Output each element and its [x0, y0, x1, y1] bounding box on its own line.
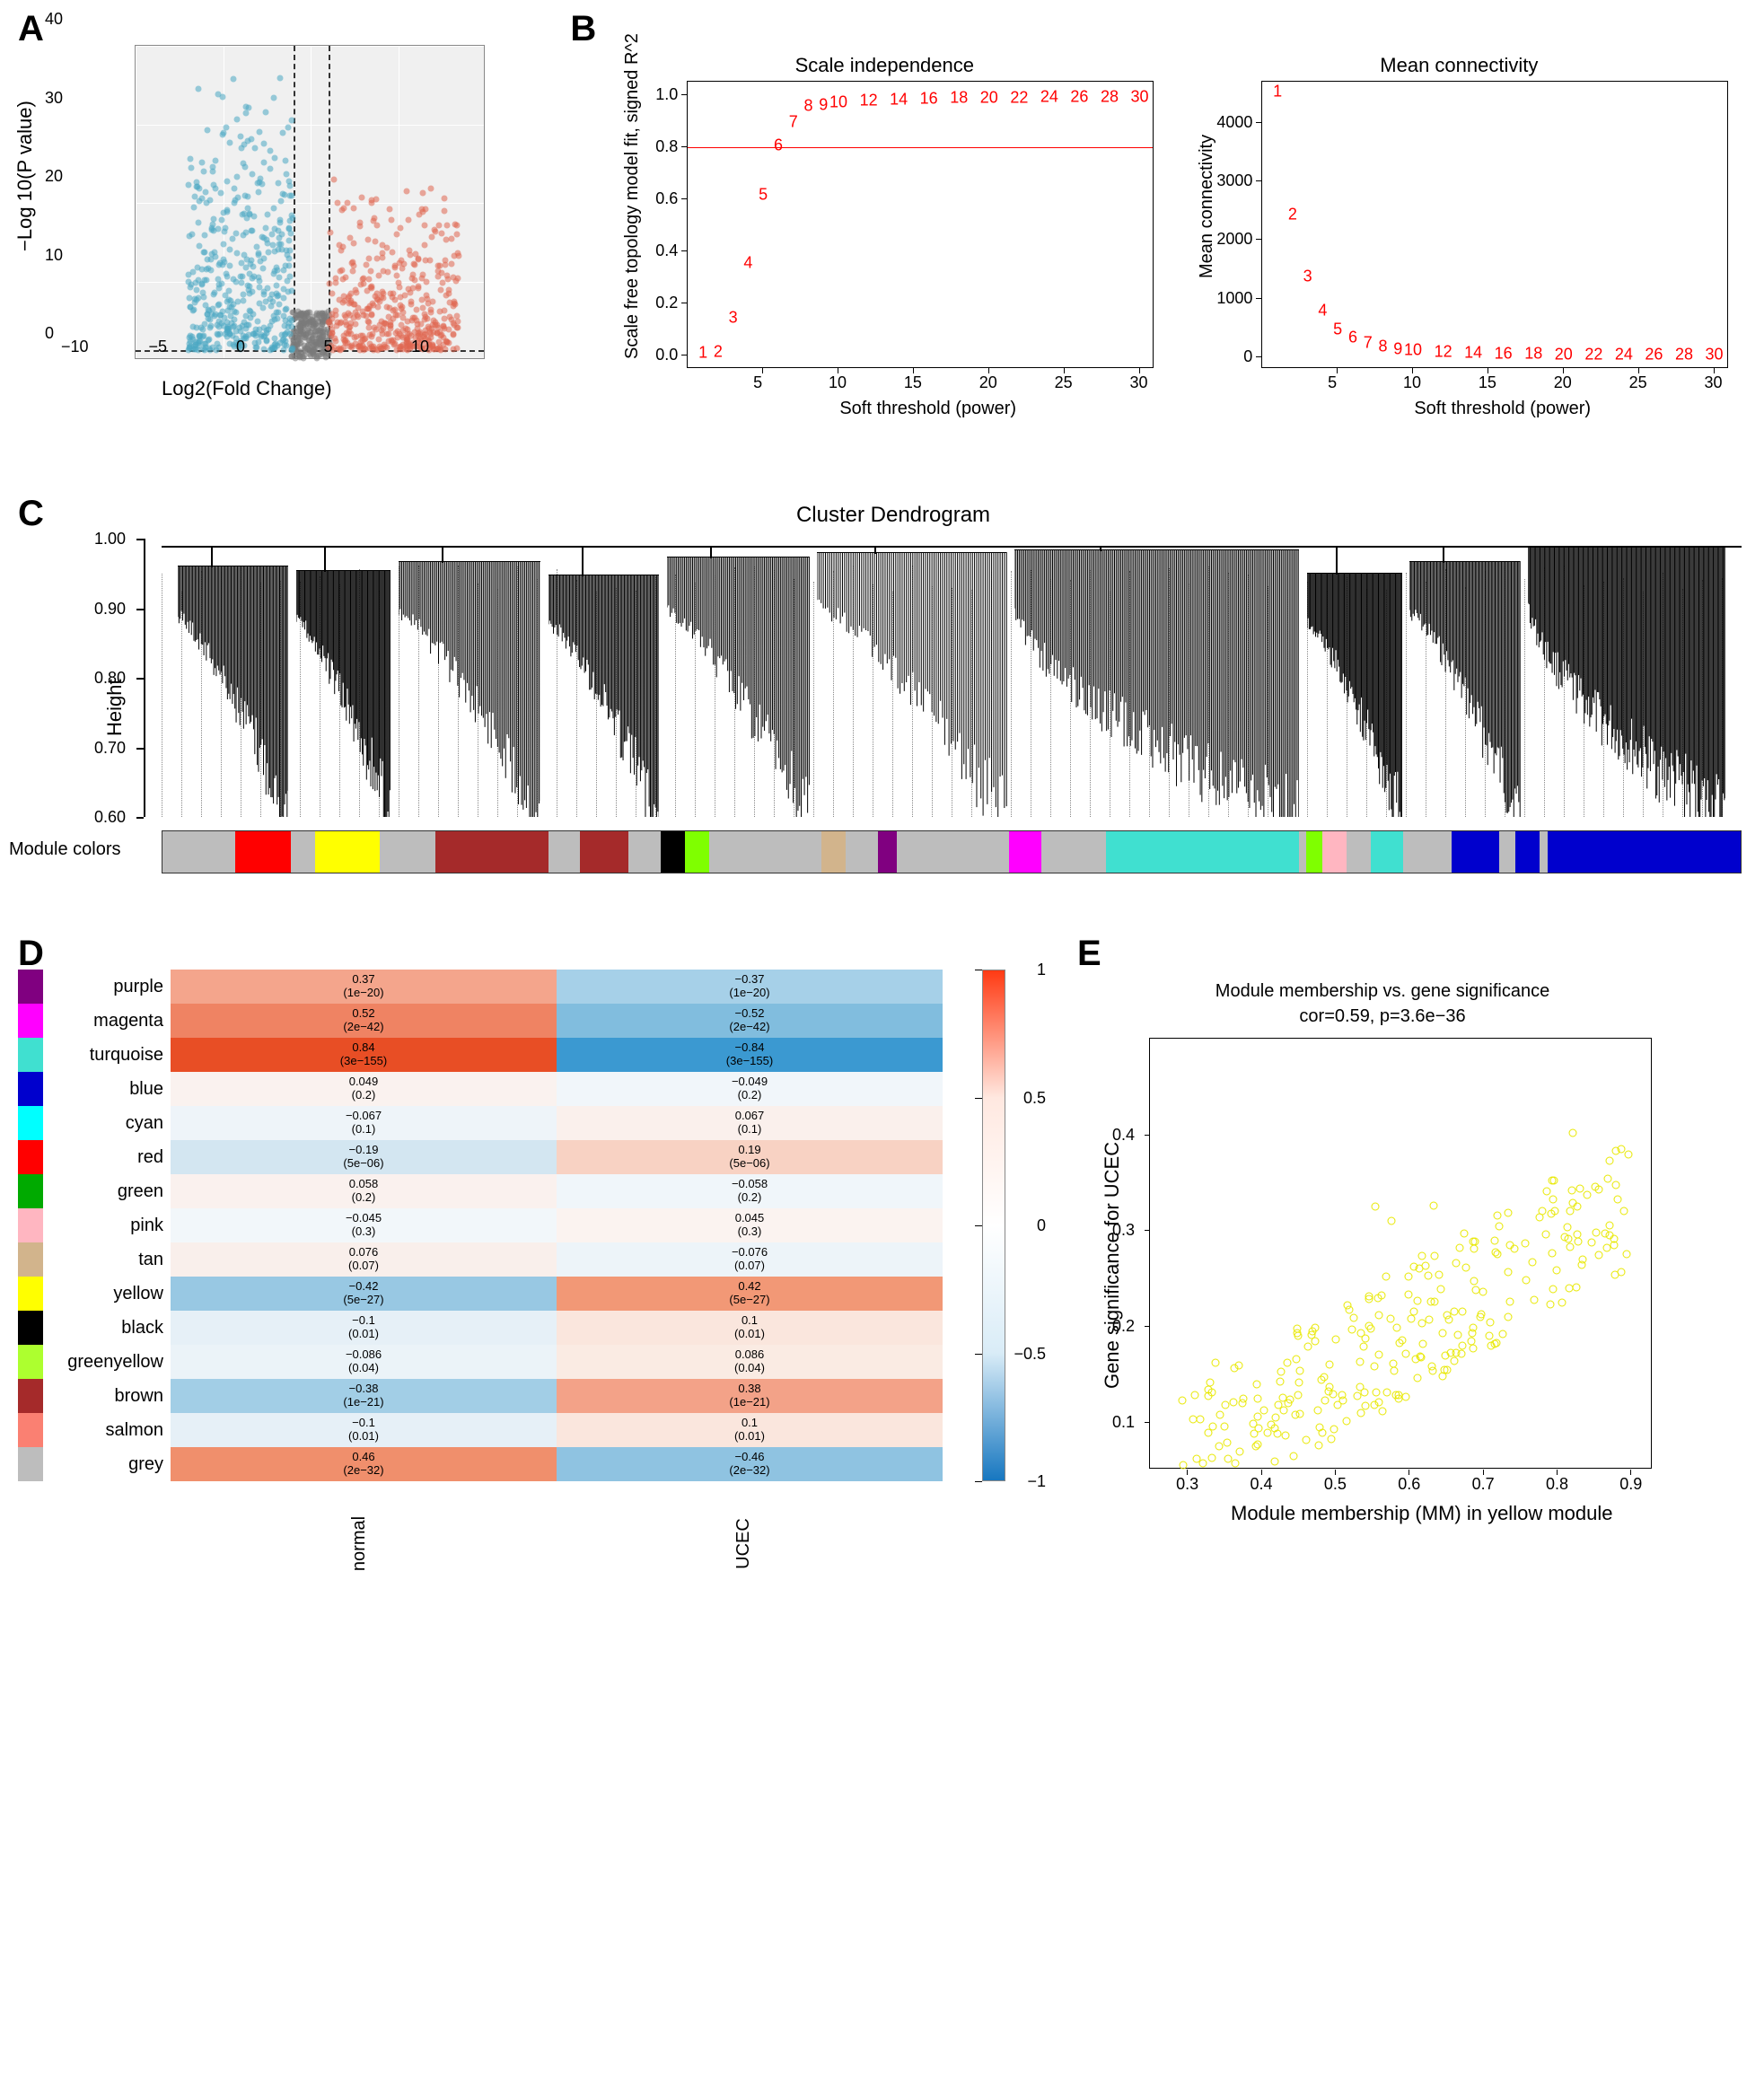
panel-c-label: C — [18, 494, 44, 534]
panel-a-label: A — [18, 9, 44, 49]
heatmap-row: −0.086(0.04)0.086(0.04) — [171, 1345, 943, 1379]
panel-a: A −Log 10(P value) Log2(Fold Change) 010… — [18, 18, 552, 458]
panel-e-label: E — [1077, 934, 1101, 974]
heatmap-row: −0.19(5e−06)0.19(5e−06) — [171, 1140, 943, 1174]
heatmap-row: 0.52(2e−42)−0.52(2e−42) — [171, 1004, 943, 1038]
heatmap-row: 0.076(0.07)−0.076(0.07) — [171, 1242, 943, 1277]
dendrogram-title: Cluster Dendrogram — [63, 503, 1724, 528]
heatmap-row: 0.46(2e−32)−0.46(2e−32) — [171, 1447, 943, 1481]
scale-independence-plot: Scale independence1234567891012141618202… — [606, 54, 1163, 431]
cluster-dendrogram: Height Module colors 0.600.700.800.901.0… — [144, 539, 1751, 880]
module-colors-bar — [162, 830, 1742, 873]
heatmap-row: 0.058(0.2)−0.058(0.2) — [171, 1174, 943, 1208]
heatmap-row: 0.37(1e−20)−0.37(1e−20) — [171, 970, 943, 1004]
mean-connectivity-plot: Mean connectivity12345678910121416182022… — [1180, 54, 1737, 431]
mm-gs-title2: cor=0.59, p=3.6e−36 — [1077, 1004, 1688, 1029]
heatmap-row: −0.045(0.3)0.045(0.3) — [171, 1208, 943, 1242]
panel-b-label: B — [570, 9, 596, 49]
volcano-ylabel: −Log 10(P value) — [13, 101, 37, 251]
panel-b: B Scale independence12345678910121416182… — [570, 18, 1746, 458]
volcano-xlabel: Log2(Fold Change) — [162, 377, 332, 400]
mm-gs-title1: Module membership vs. gene significance — [1077, 979, 1688, 1004]
panel-d-label: D — [18, 934, 44, 974]
panel-d: D purple0.37(1e−20)−0.37(1e−20)magenta0.… — [18, 943, 1059, 1481]
mm-gs-scatter: 0.10.20.30.40.30.40.50.60.70.80.9Gene si… — [1149, 1038, 1652, 1469]
panel-e: E Module membership vs. gene significanc… — [1077, 943, 1688, 1481]
heatmap-row: −0.42(5e−27)0.42(5e−27) — [171, 1277, 943, 1311]
heatmap-row: −0.1(0.01)0.1(0.01) — [171, 1311, 943, 1345]
heatmap-row: 0.84(3e−155)−0.84(3e−155) — [171, 1038, 943, 1072]
heatmap-row: 0.049(0.2)−0.049(0.2) — [171, 1072, 943, 1106]
volcano-plot — [135, 45, 485, 359]
heatmap-row: −0.1(0.01)0.1(0.01) — [171, 1413, 943, 1447]
heatmap-row: −0.067(0.1)0.067(0.1) — [171, 1106, 943, 1140]
heatmap-row: −0.38(1e−21)0.38(1e−21) — [171, 1379, 943, 1413]
module-colors-label: Module colors — [9, 839, 121, 860]
panel-c: C Cluster Dendrogram Height Module color… — [18, 503, 1724, 880]
module-trait-heatmap: purple0.37(1e−20)−0.37(1e−20)magenta0.52… — [171, 970, 943, 1481]
dendro-yaxis — [144, 539, 145, 817]
